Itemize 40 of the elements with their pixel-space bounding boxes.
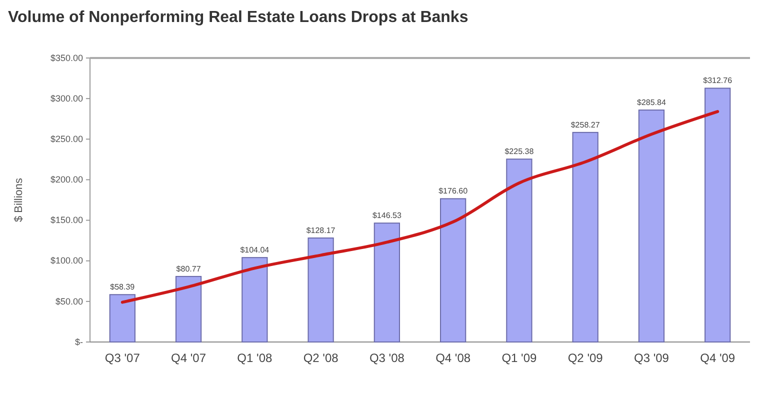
x-tick-label: Q1 '08 xyxy=(237,350,272,365)
y-tick-label: $250.00 xyxy=(50,134,83,144)
bar xyxy=(704,88,731,342)
bar xyxy=(506,158,532,342)
y-tick-label: $50.00 xyxy=(55,296,83,306)
bar xyxy=(638,110,665,342)
bar xyxy=(242,257,268,342)
y-tick-label: $100.00 xyxy=(50,256,83,266)
y-tick-label: $150.00 xyxy=(50,215,83,226)
data-label: $312.76 xyxy=(703,76,733,86)
y-axis-title: $ Billions xyxy=(13,177,25,222)
bar xyxy=(109,294,136,342)
x-tick-label: Q2 '08 xyxy=(303,350,339,365)
bar xyxy=(572,132,598,342)
x-tick-label: Q1 '09 xyxy=(502,350,538,365)
y-tick-label: $200.00 xyxy=(50,174,83,185)
x-tick-label: Q3 '08 xyxy=(369,350,405,365)
y-tick-label: $- xyxy=(74,336,83,347)
x-tick-label: Q4 '08 xyxy=(436,350,471,365)
bar xyxy=(440,198,466,342)
data-label: $258.27 xyxy=(570,120,600,130)
data-label: $225.38 xyxy=(504,147,534,156)
x-tick-label: Q3 '09 xyxy=(634,350,670,365)
x-tick-label: Q2 '09 xyxy=(568,350,604,365)
bar xyxy=(374,222,400,342)
bar xyxy=(175,276,202,342)
data-label: $80.77 xyxy=(176,264,202,274)
bar xyxy=(308,238,334,342)
y-tick-label: $350.00 xyxy=(50,52,83,63)
x-tick-label: Q3 '07 xyxy=(104,350,140,365)
data-label: $146.53 xyxy=(372,211,402,220)
x-tick-label: Q4 '07 xyxy=(171,350,206,365)
y-tick-label: $300.00 xyxy=(50,93,83,104)
data-label: $285.84 xyxy=(637,98,666,108)
chart-title: Volume of Nonperforming Real Estate Loans Drops at Banks xyxy=(8,9,468,26)
data-label: $176.60 xyxy=(438,186,468,196)
data-label: $58.39 xyxy=(110,282,136,292)
data-label: $104.04 xyxy=(240,246,270,255)
data-label: $128.17 xyxy=(306,226,336,235)
x-tick-label: Q4 '09 xyxy=(700,350,736,365)
